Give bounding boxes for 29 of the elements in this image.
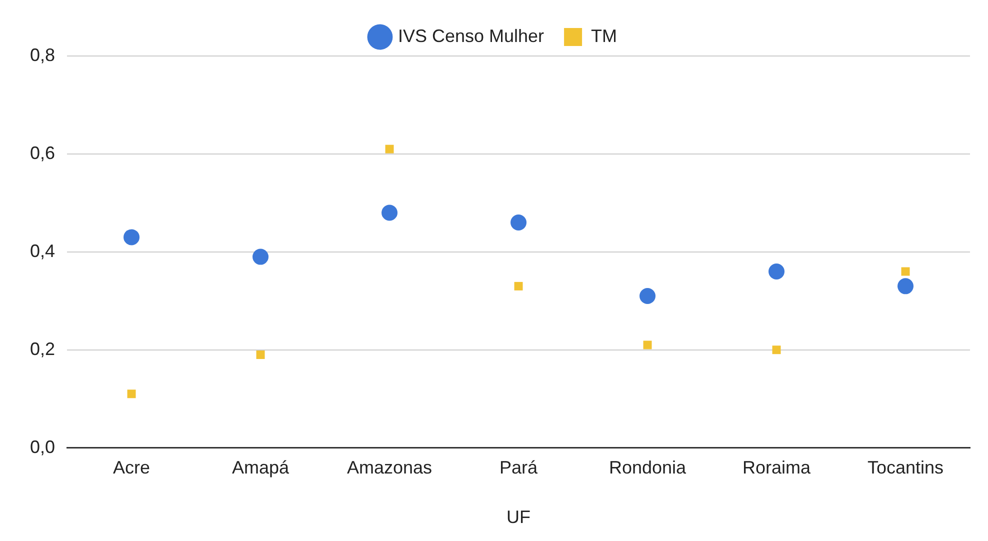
x-tick-label: Amapá xyxy=(232,458,290,478)
point xyxy=(514,282,523,290)
point xyxy=(898,278,914,294)
x-tick-label: Amazonas xyxy=(346,458,432,478)
point xyxy=(640,288,656,304)
point xyxy=(385,144,394,154)
x-tick-label: Tocantins xyxy=(867,458,944,478)
point xyxy=(127,390,136,398)
legend-label: IVS Censo Mulher xyxy=(398,26,544,46)
point xyxy=(252,248,269,265)
y-tick-label: 0,4 xyxy=(30,240,56,261)
point xyxy=(124,229,140,246)
point xyxy=(382,204,398,221)
y-tick-label: 0,2 xyxy=(30,338,56,359)
y-tick-label: 0,6 xyxy=(30,142,56,163)
point xyxy=(256,350,265,359)
y-tick-label: 0,0 xyxy=(30,436,56,457)
legend-label: TM xyxy=(591,26,618,46)
x-tick-label: Roraima xyxy=(742,458,812,478)
x-axis-title: UF xyxy=(506,507,531,528)
y-tick-label: 0,8 xyxy=(30,44,56,65)
x-tick-label: Pará xyxy=(499,458,539,478)
point xyxy=(768,263,785,280)
point xyxy=(772,346,781,354)
point xyxy=(510,214,527,231)
point xyxy=(901,267,910,276)
x-tick-label: Rondonia xyxy=(608,458,688,478)
x-tick-label: Acre xyxy=(113,458,150,478)
point xyxy=(643,340,652,350)
